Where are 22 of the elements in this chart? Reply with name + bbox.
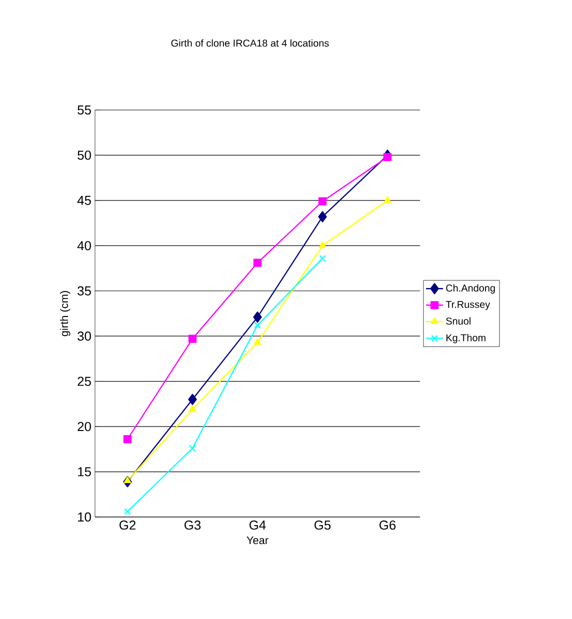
x-tick-label: G5	[314, 520, 331, 530]
legend-label: Tr.Russey	[446, 300, 490, 310]
y-tick-label: 55	[78, 105, 91, 115]
y-tick-label: 50	[78, 150, 91, 160]
y-tick-label: 35	[78, 286, 91, 296]
x-tick-label: G3	[184, 520, 201, 530]
legend-label: Kg.Thom	[446, 334, 486, 344]
legend-label: Ch.Andong	[446, 284, 495, 294]
y-tick-label: 25	[78, 376, 91, 386]
y-tick-label: 30	[78, 332, 91, 341]
y-tick-label: 15	[78, 467, 91, 476]
y-tick-label: 10	[78, 512, 91, 522]
x-tick-label: G4	[250, 520, 266, 530]
x-tick-label: G6	[380, 520, 396, 530]
legend-label: Snuol	[446, 317, 470, 325]
y-axis-title: girth (cm)	[60, 291, 70, 336]
y-tick-label: 20	[78, 422, 91, 432]
x-axis-title: Year	[246, 536, 268, 544]
y-tick-label: 40	[77, 241, 91, 250]
chart-title: Girth of clone IRCA18 at 4 locations	[171, 39, 329, 47]
x-tick-label: G2	[120, 520, 136, 530]
y-tick-label: 45	[77, 196, 91, 205]
